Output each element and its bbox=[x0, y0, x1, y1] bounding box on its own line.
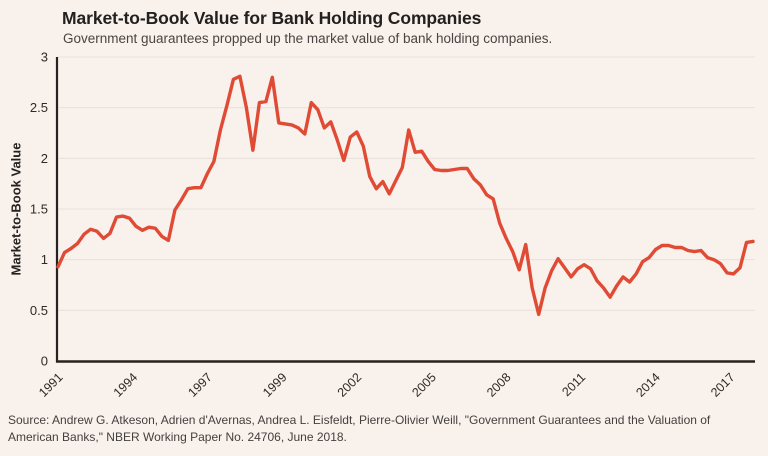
x-tick-label: 2011 bbox=[559, 370, 588, 399]
x-tick-label: 2008 bbox=[484, 370, 514, 400]
y-tick-label: 1 bbox=[41, 252, 48, 267]
x-tick-label: 1991 bbox=[36, 370, 66, 400]
x-tick-label: 1997 bbox=[185, 370, 215, 400]
x-tick-label: 1999 bbox=[260, 370, 290, 400]
y-tick-label: 2 bbox=[41, 151, 48, 166]
source-note: Source: Andrew G. Atkeson, Adrien d'Aver… bbox=[8, 413, 711, 445]
y-tick-label: 3 bbox=[41, 50, 48, 65]
chart-title: Market-to-Book Value for Bank Holding Co… bbox=[62, 8, 482, 28]
x-tick-label: 2017 bbox=[708, 370, 738, 400]
series-line bbox=[56, 74, 755, 317]
y-tick-label: 0 bbox=[41, 354, 48, 369]
x-tick-label: 2005 bbox=[409, 370, 439, 400]
y-tick-label: 1.5 bbox=[30, 202, 48, 217]
x-tick-label: 1994 bbox=[111, 370, 141, 400]
y-tick-label: 2.5 bbox=[30, 100, 48, 115]
x-tick-label: 2014 bbox=[633, 370, 663, 400]
x-tick-label: 2002 bbox=[335, 370, 365, 400]
y-tick-label: 0.5 bbox=[30, 303, 48, 318]
chart-subtitle: Government guarantees propped up the mar… bbox=[63, 31, 553, 46]
